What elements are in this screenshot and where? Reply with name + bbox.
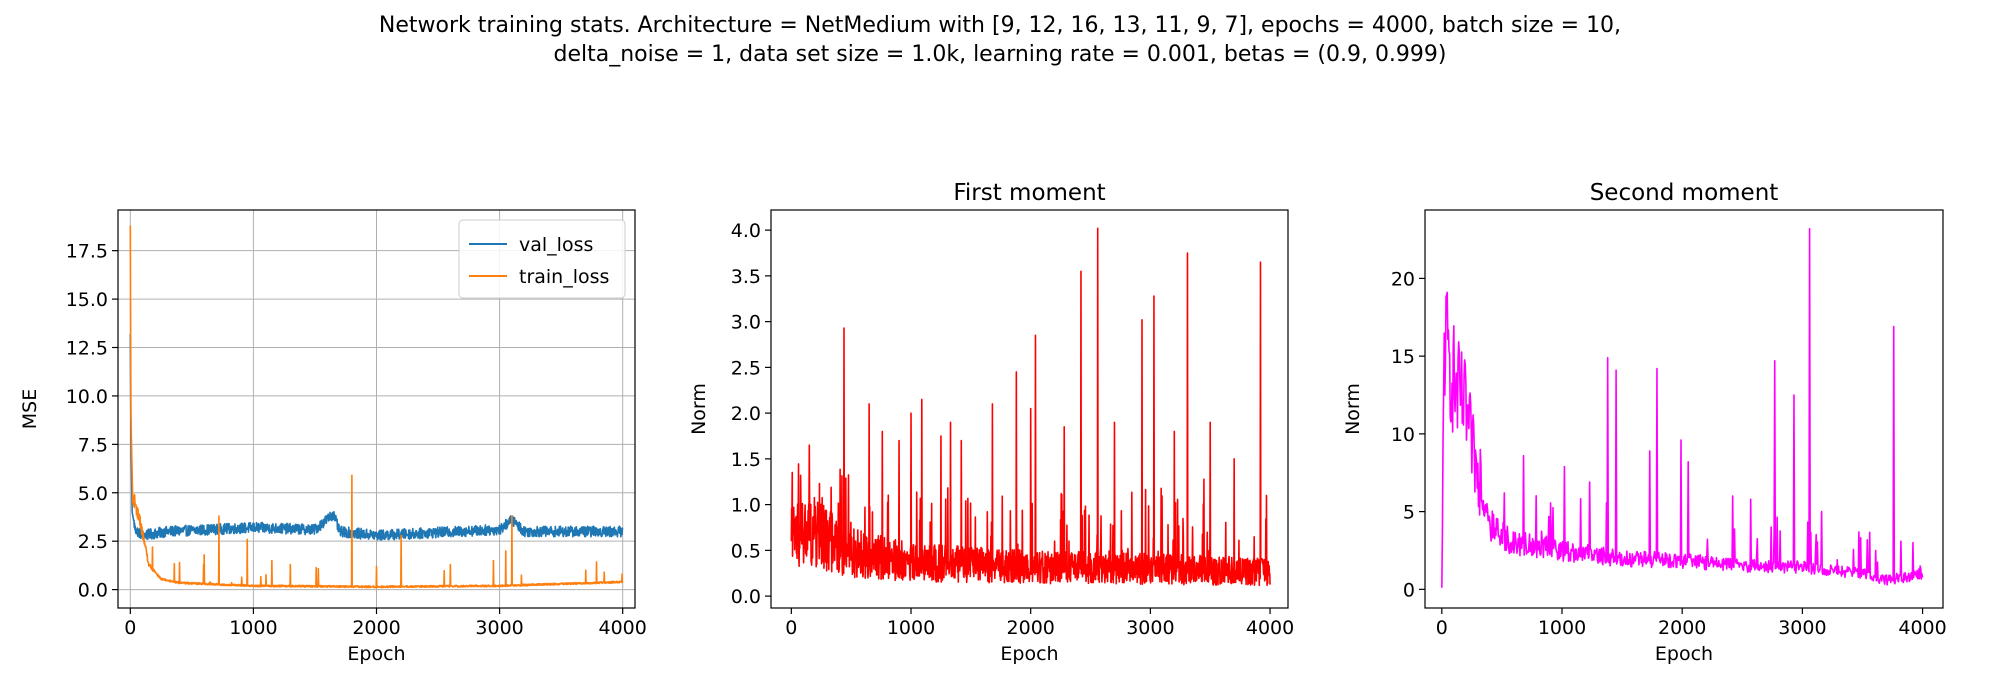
figure-suptitle-line2: delta_noise = 1, data set size = 1.0k, l… bbox=[553, 42, 1446, 67]
y-tick-label: 0.0 bbox=[78, 580, 108, 602]
x-axis-label: Epoch bbox=[347, 643, 405, 665]
y-tick-label: 12.5 bbox=[66, 338, 108, 360]
y-tick-label: 3.5 bbox=[731, 266, 761, 288]
y-tick-label: 1.0 bbox=[731, 495, 761, 517]
axes-frame bbox=[770, 209, 1289, 609]
legend-box bbox=[458, 219, 626, 299]
x-tick-label: 0 bbox=[1436, 617, 1448, 639]
mse-loss-chart: 0 1000 2000 3000 4000 0.0 2.5 5.0 7.5 10.0 12.5 15.… bbox=[19, 209, 647, 665]
chart-title: Second moment bbox=[1590, 180, 1779, 206]
second-moment-chart: 0 1000 2000 3000 4000 0 5 10 15 20 Epoch Norm Second… bbox=[1342, 180, 1947, 665]
y-tick-label: 0.5 bbox=[731, 540, 761, 562]
x-tick-label: 2000 bbox=[1658, 617, 1706, 639]
x-axis-label: Epoch bbox=[1655, 643, 1713, 665]
plot-area bbox=[1425, 210, 1943, 608]
y-tick-label: 1.5 bbox=[731, 449, 761, 471]
x-tick-label: 4000 bbox=[1898, 617, 1946, 639]
y-tick-label: 4.0 bbox=[731, 220, 761, 242]
figure-suptitle-line1: Network training stats. Architecture = N… bbox=[379, 13, 1621, 38]
x-tick-label: 3000 bbox=[475, 617, 523, 639]
y-tick-label: 7.5 bbox=[78, 434, 108, 456]
y-tick-label: 10 bbox=[1391, 424, 1415, 446]
y-tick-label: 2.0 bbox=[731, 403, 761, 425]
y-axis-label: Norm bbox=[688, 383, 710, 435]
y-tick-label: 3.0 bbox=[731, 312, 761, 334]
first-moment-chart: 0 1000 2000 3000 4000 0.0 0.5 1.0 1.5 2.0 2.5 3.0 3.… bbox=[688, 180, 1294, 665]
x-tick-label: 1000 bbox=[887, 617, 935, 639]
y-tick-label: 2.5 bbox=[78, 531, 108, 553]
chart-title: First moment bbox=[953, 180, 1105, 206]
x-tick-label: 3000 bbox=[1778, 617, 1826, 639]
series-line-series-0 bbox=[1441, 227, 1924, 588]
series-line-train_loss bbox=[129, 225, 624, 589]
x-tick-label: 0 bbox=[124, 617, 136, 639]
x-tick-label: 1000 bbox=[1538, 617, 1586, 639]
y-tick-label: 20 bbox=[1391, 268, 1415, 290]
x-tick-label: 3000 bbox=[1126, 617, 1174, 639]
y-axis-label: MSE bbox=[19, 389, 41, 429]
y-tick-label: 15.0 bbox=[66, 289, 108, 311]
y-tick-label: 0.0 bbox=[731, 586, 761, 608]
y-tick-label: 0 bbox=[1403, 579, 1415, 601]
x-tick-label: 0 bbox=[785, 617, 797, 639]
y-tick-label: 15 bbox=[1391, 346, 1415, 368]
x-tick-label: 2000 bbox=[352, 617, 400, 639]
series-line-val_loss bbox=[129, 333, 624, 541]
x-tick-label: 1000 bbox=[229, 617, 277, 639]
y-tick-label: 2.5 bbox=[731, 357, 761, 379]
x-tick-label: 4000 bbox=[599, 617, 647, 639]
y-tick-label: 10.0 bbox=[66, 386, 108, 408]
y-tick-label: 5.0 bbox=[78, 483, 108, 505]
legend-label-val_loss: val_loss bbox=[519, 234, 593, 256]
legend-label-train_loss: train_loss bbox=[519, 266, 609, 288]
y-tick-label: 17.5 bbox=[66, 241, 108, 263]
x-tick-label: 2000 bbox=[1007, 617, 1055, 639]
y-tick-label: 5 bbox=[1403, 502, 1415, 524]
series-line-series-0 bbox=[790, 227, 1271, 587]
x-axis-label: Epoch bbox=[1000, 643, 1058, 665]
axes-frame bbox=[1424, 209, 1944, 609]
y-axis-label: Norm bbox=[1342, 383, 1364, 435]
x-tick-label: 4000 bbox=[1246, 617, 1294, 639]
